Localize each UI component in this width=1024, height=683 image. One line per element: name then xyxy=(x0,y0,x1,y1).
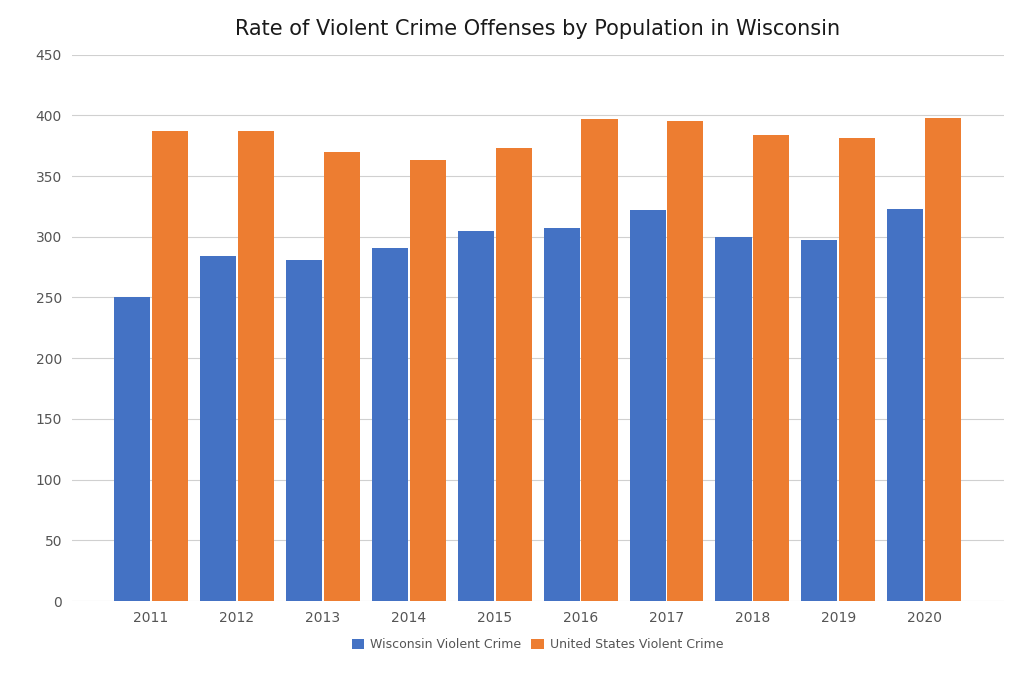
Bar xyxy=(324,152,359,601)
Bar xyxy=(200,256,237,601)
Bar xyxy=(887,209,924,601)
Bar xyxy=(630,210,666,601)
Bar xyxy=(839,139,876,601)
Bar xyxy=(582,119,617,601)
Bar xyxy=(114,298,151,601)
Legend: Wisconsin Violent Crime, United States Violent Crime: Wisconsin Violent Crime, United States V… xyxy=(348,635,727,655)
Bar xyxy=(238,131,273,601)
Bar xyxy=(152,131,188,601)
Bar xyxy=(458,231,494,601)
Bar xyxy=(754,135,790,601)
Bar xyxy=(925,117,962,601)
Bar xyxy=(668,122,703,601)
Bar xyxy=(496,148,531,601)
Title: Rate of Violent Crime Offenses by Population in Wisconsin: Rate of Violent Crime Offenses by Popula… xyxy=(236,19,840,39)
Bar xyxy=(286,260,322,601)
Bar xyxy=(716,237,752,601)
Bar xyxy=(372,248,408,601)
Bar xyxy=(802,240,838,601)
Bar xyxy=(544,228,580,601)
Bar xyxy=(410,161,445,601)
